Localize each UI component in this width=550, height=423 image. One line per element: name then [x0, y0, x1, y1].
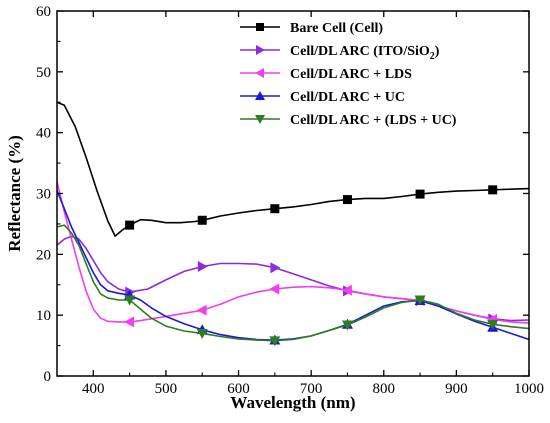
- y-tick-label: 40: [36, 126, 51, 142]
- legend-label-2: Cell/DL ARC (ITO/SiO2): [290, 44, 440, 62]
- series-5-point-3: [269, 336, 281, 347]
- y-tick-label: 60: [36, 4, 51, 20]
- legend-marker-2: [256, 45, 265, 55]
- y-tick-label: 20: [36, 247, 51, 263]
- series-1-point-5: [415, 189, 425, 199]
- x-tick-label: 700: [300, 381, 323, 397]
- x-axis-title: Wavelength (nm): [230, 393, 355, 412]
- series-3-point-3: [269, 283, 280, 295]
- series-3-point-2: [196, 304, 207, 316]
- legend-label-3: Cell/DL ARC + LDS: [290, 67, 412, 82]
- legend-marker-1: [256, 23, 264, 31]
- x-tick-label: 600: [227, 381, 250, 397]
- series-5-point-6: [487, 319, 499, 330]
- x-tick-label: 800: [373, 381, 396, 397]
- legend-label-5: Cell/DL ARC + (LDS + UC): [290, 113, 457, 128]
- series-1-point-3: [270, 204, 280, 214]
- x-tick-label: 900: [445, 381, 468, 397]
- x-tick-label: 1000: [514, 381, 544, 397]
- series-2-line: [57, 235, 529, 322]
- y-tick-label: 50: [36, 65, 51, 81]
- series-3-point-4: [341, 284, 352, 296]
- series-2-point-2: [197, 261, 208, 272]
- series-4-line: [57, 190, 529, 341]
- axes: 400 500 600 700 800 900 1000 0 10 20 30 40 50 60: [36, 4, 544, 397]
- series-5-point-5: [414, 295, 426, 306]
- series-1-line: [57, 101, 529, 237]
- legend-marker-5: [255, 115, 265, 124]
- series-1-point-2: [197, 215, 207, 225]
- legend-marker-4: [255, 91, 265, 100]
- series-5-point-2: [196, 329, 208, 339]
- plot-area: [57, 101, 529, 347]
- series-1-point-4: [342, 195, 352, 205]
- series-2-point-3: [270, 262, 281, 274]
- legend-label-4: Cell/DL ARC + UC: [290, 90, 405, 105]
- series-1-point-1: [125, 220, 135, 230]
- x-tick-label: 500: [155, 381, 178, 397]
- series-3-point-1: [124, 316, 135, 328]
- series-5-point-4: [341, 320, 353, 331]
- series-5-point-1: [124, 295, 136, 306]
- series-5-line: [57, 224, 529, 342]
- y-tick-label: 0: [44, 369, 52, 385]
- y-tick-label: 30: [36, 187, 51, 203]
- x-tick-label: 400: [82, 381, 105, 397]
- legend-label-1: Bare Cell (Cell): [290, 21, 383, 36]
- y-axis-title: Reflectance (%): [5, 135, 24, 252]
- y-tick-label: 10: [36, 308, 51, 324]
- series-group: [57, 101, 529, 347]
- legend: Bare Cell (Cell) Cell/DL ARC (ITO/SiO2) Ce…: [240, 21, 457, 128]
- series-1-point-6: [488, 185, 498, 195]
- legend-marker-3: [255, 68, 264, 78]
